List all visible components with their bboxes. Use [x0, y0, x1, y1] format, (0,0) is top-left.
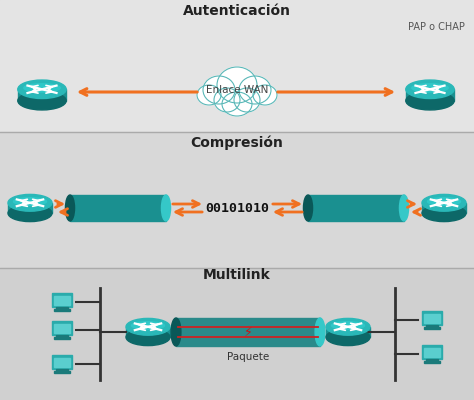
Bar	[55, 358, 70, 367]
Text: Paquete: Paquete	[227, 352, 269, 362]
Ellipse shape	[18, 92, 66, 110]
Ellipse shape	[331, 322, 365, 329]
Ellipse shape	[126, 329, 170, 346]
Bar	[55, 309, 70, 311]
Bar	[56, 335, 68, 338]
Text: Multilink: Multilink	[203, 268, 271, 282]
Bar	[126, 327, 170, 337]
Bar	[18, 89, 66, 101]
Ellipse shape	[203, 76, 235, 104]
Ellipse shape	[253, 85, 277, 105]
Ellipse shape	[406, 92, 454, 110]
Bar	[8, 203, 52, 213]
Bar	[424, 361, 440, 363]
Ellipse shape	[8, 205, 52, 222]
Ellipse shape	[234, 88, 260, 112]
Bar	[55, 296, 70, 305]
Text: Enlace WAN: Enlace WAN	[206, 85, 268, 95]
Bar	[55, 371, 70, 373]
Ellipse shape	[197, 85, 221, 105]
Ellipse shape	[326, 329, 370, 346]
Ellipse shape	[131, 322, 164, 329]
Bar	[326, 327, 370, 337]
Ellipse shape	[8, 194, 52, 211]
Bar	[52, 321, 72, 335]
Ellipse shape	[126, 318, 170, 335]
Bar	[55, 337, 70, 339]
Text: Autenticación: Autenticación	[183, 4, 291, 18]
Ellipse shape	[412, 84, 448, 92]
Ellipse shape	[217, 67, 257, 103]
Bar	[424, 327, 440, 329]
Ellipse shape	[65, 195, 74, 221]
Ellipse shape	[13, 198, 46, 205]
Ellipse shape	[315, 318, 325, 346]
Text: PAP o CHAP: PAP o CHAP	[408, 22, 465, 32]
Bar	[424, 314, 440, 323]
Bar	[424, 348, 440, 357]
Text: Compresión: Compresión	[191, 135, 283, 150]
Bar	[56, 369, 68, 372]
Bar	[422, 345, 442, 359]
Bar	[406, 89, 454, 101]
Bar	[52, 355, 72, 369]
Ellipse shape	[239, 76, 271, 104]
Bar	[0, 132, 474, 268]
Ellipse shape	[428, 198, 461, 205]
Ellipse shape	[326, 318, 370, 335]
Bar	[56, 307, 68, 310]
Bar	[176, 318, 320, 346]
Bar	[427, 325, 438, 328]
Ellipse shape	[171, 318, 181, 346]
Ellipse shape	[400, 195, 409, 221]
Bar	[0, 268, 474, 400]
Ellipse shape	[303, 195, 312, 221]
Bar	[0, 0, 474, 132]
Ellipse shape	[18, 80, 66, 98]
Ellipse shape	[214, 88, 240, 112]
Bar	[308, 195, 404, 221]
Text: 00101010: 00101010	[205, 202, 269, 214]
Ellipse shape	[222, 92, 252, 116]
Bar	[427, 359, 438, 362]
Bar	[70, 195, 166, 221]
Bar	[52, 293, 72, 307]
Ellipse shape	[422, 194, 466, 211]
Ellipse shape	[24, 84, 60, 92]
Bar	[422, 203, 466, 213]
Bar	[422, 311, 442, 325]
Ellipse shape	[422, 205, 466, 222]
Bar	[55, 324, 70, 333]
Text: ⚡: ⚡	[244, 326, 252, 338]
Ellipse shape	[162, 195, 171, 221]
Ellipse shape	[406, 80, 454, 98]
